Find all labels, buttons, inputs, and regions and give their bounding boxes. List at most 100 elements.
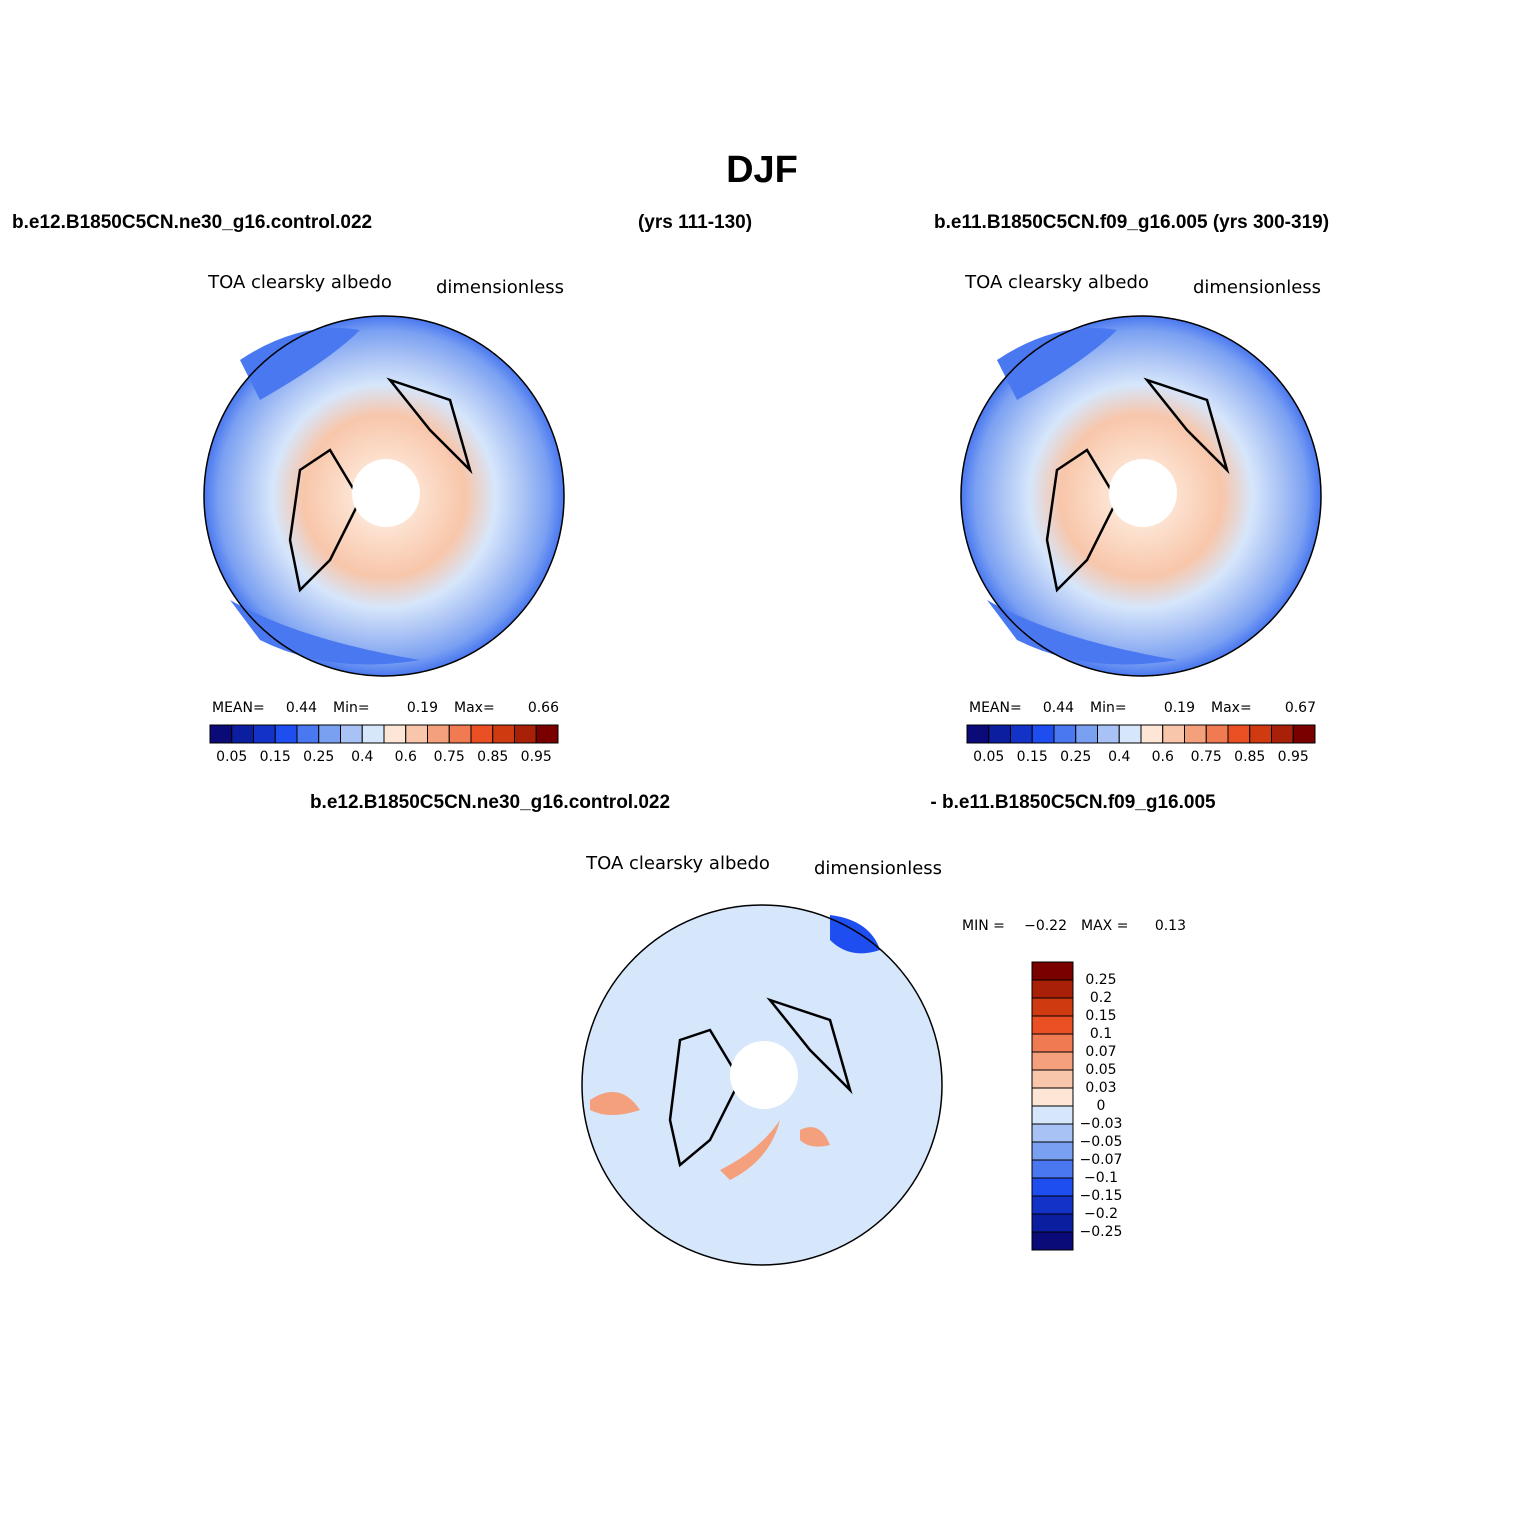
colorbar-label: 0.85	[477, 749, 508, 765]
colorbar-label: 0.03	[1085, 1080, 1116, 1096]
colorbar-box	[1031, 1123, 1074, 1143]
colorbar-label: 0.15	[260, 749, 291, 765]
stat-value: 0.19	[407, 700, 438, 716]
stat-label: Min=	[1090, 700, 1127, 716]
colorbar: 0.05 0.15 0.25 0.4 0.6 0.75 0.85 0.95	[209, 724, 559, 765]
colorbar-box	[383, 724, 407, 744]
colorbar-label: 0.07	[1085, 1044, 1116, 1060]
colorbar-box	[1162, 724, 1185, 744]
stat-label: MIN =	[962, 918, 1005, 934]
colorbar-box	[1031, 979, 1074, 999]
stat-value: 0.66	[528, 700, 559, 716]
colorbar-box	[1140, 724, 1164, 744]
colorbar-box	[1031, 1051, 1074, 1071]
colorbar-box	[448, 724, 472, 744]
colorbar-label: −0.05	[1080, 1134, 1123, 1150]
colorbar-box	[470, 724, 494, 744]
colorbar-box	[274, 724, 298, 744]
stat-label: Max=	[1211, 700, 1252, 716]
colorbar-box	[1031, 1087, 1074, 1107]
colorbar-box	[1053, 724, 1077, 744]
colorbar-box	[1292, 724, 1316, 744]
stats-line: MIN = −0.22 MAX = 0.13	[962, 918, 1186, 934]
colorbar-label: 0.05	[1085, 1062, 1116, 1078]
colorbar-box	[1031, 1069, 1074, 1089]
colorbar-label: 0.2	[1090, 990, 1112, 1006]
colorbar-box	[318, 724, 341, 744]
colorbar-label: 0.25	[1085, 972, 1116, 988]
colorbar-box	[340, 724, 363, 744]
colorbar-label: 0.75	[1191, 749, 1222, 765]
colorbar-label: 0.4	[351, 749, 373, 765]
variable-label: TOA clearsky albedo	[585, 853, 770, 874]
colorbar-box	[1031, 997, 1074, 1017]
colorbar-label: 0.75	[434, 749, 465, 765]
colorbar-label: 0.4	[1108, 749, 1130, 765]
stat-label: MAX =	[1081, 918, 1128, 934]
case-label: b.e12.B1850C5CN.ne30_g16.control.022	[310, 792, 670, 813]
colorbar-box	[1031, 961, 1074, 981]
colorbar-box	[1184, 724, 1207, 744]
colorbar-label: 0.25	[1060, 749, 1091, 765]
case-label: - b.e11.B1850C5CN.f09_g16.005	[930, 792, 1216, 813]
colorbar-label: −0.15	[1080, 1188, 1123, 1204]
colorbar-box	[1249, 724, 1272, 744]
colorbar-label: 0.6	[395, 749, 417, 765]
colorbar-box	[1031, 724, 1055, 744]
colorbar-label: 0.85	[1234, 749, 1265, 765]
stat-value: 0.67	[1285, 700, 1316, 716]
variable-label: TOA clearsky albedo	[964, 272, 1149, 293]
colorbar-box	[1031, 1105, 1074, 1125]
colorbar-box	[405, 724, 428, 744]
polar-map	[203, 315, 565, 677]
colorbar-box	[1031, 1195, 1074, 1215]
colorbar-box	[296, 724, 320, 744]
colorbar-label: −0.1	[1084, 1170, 1118, 1186]
colorbar-box	[1031, 1141, 1074, 1161]
colorbar-box	[1205, 724, 1229, 744]
colorbar-box	[209, 724, 233, 744]
stats-line: MEAN= 0.44 Min= 0.19 Max= 0.67	[969, 700, 1316, 716]
colorbar-box	[427, 724, 450, 744]
colorbar-box	[253, 724, 276, 744]
stats-line: MEAN= 0.44 Min= 0.19 Max= 0.66	[212, 700, 559, 716]
colorbar-box	[1031, 1177, 1074, 1197]
colorbar-box	[361, 724, 385, 744]
colorbar-box	[1271, 724, 1294, 744]
stat-value: 0.44	[1043, 700, 1074, 716]
colorbar-label: 0.25	[303, 749, 334, 765]
colorbar-box	[1075, 724, 1098, 744]
polar-map	[960, 315, 1322, 677]
colorbar-label: 0	[1097, 1098, 1106, 1114]
stat-value: 0.13	[1155, 918, 1186, 934]
colorbar-box	[231, 724, 254, 744]
colorbar-label: 0.05	[216, 749, 247, 765]
colorbar-box	[1031, 1033, 1074, 1053]
colorbar-label: −0.03	[1080, 1116, 1123, 1132]
colorbar-box	[535, 724, 559, 744]
colorbar-box	[1097, 724, 1120, 744]
units-label: dimensionless	[814, 858, 942, 879]
colorbar-label: 0.6	[1152, 749, 1174, 765]
figure-title: DJF	[726, 149, 798, 191]
stat-value: 0.19	[1164, 700, 1195, 716]
colorbar-label: 0.15	[1017, 749, 1048, 765]
variable-label: TOA clearsky albedo	[207, 272, 392, 293]
colorbar-label: −0.25	[1080, 1224, 1123, 1240]
case-label: b.e12.B1850C5CN.ne30_g16.control.022	[12, 212, 372, 233]
colorbar: 0.05 0.15 0.25 0.4 0.6 0.75 0.85 0.95	[966, 724, 1316, 765]
colorbar-label: 0.05	[973, 749, 1004, 765]
colorbar-label: 0.15	[1085, 1008, 1116, 1024]
colorbar-box	[1118, 724, 1142, 744]
case-label: b.e11.B1850C5CN.f09_g16.005 (yrs 300-319…	[934, 212, 1329, 233]
stat-label: Min=	[333, 700, 370, 716]
colorbar-box	[988, 724, 1011, 744]
colorbar-box	[514, 724, 537, 744]
stat-label: MEAN=	[212, 700, 265, 716]
years-label: (yrs 111-130)	[638, 212, 752, 233]
stat-value: 0.44	[286, 700, 317, 716]
colorbar-label: 0.1	[1090, 1026, 1112, 1042]
colorbar-box	[1031, 1159, 1074, 1179]
polar-map	[581, 904, 943, 1266]
